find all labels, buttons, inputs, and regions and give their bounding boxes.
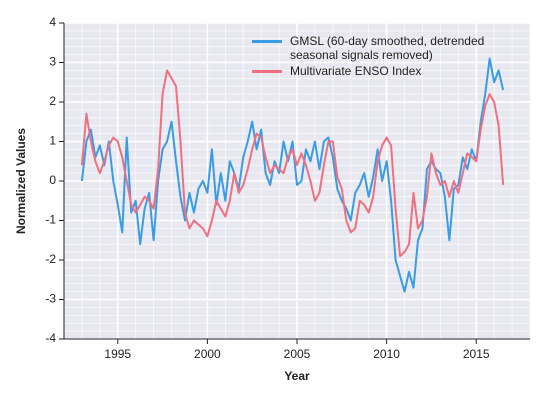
y-tick-label: 1 bbox=[49, 134, 56, 148]
x-tick-label: 1995 bbox=[104, 347, 131, 361]
legend-label: Multivariate ENSO Index bbox=[290, 64, 422, 78]
y-tick-label: -1 bbox=[45, 213, 56, 227]
x-tick-label: 2015 bbox=[463, 347, 490, 361]
x-tick-label: 2005 bbox=[284, 347, 311, 361]
y-tick-label: 4 bbox=[49, 15, 56, 29]
y-tick-label: 2 bbox=[49, 94, 56, 108]
y-tick-label: 3 bbox=[49, 55, 56, 69]
y-tick-label: -3 bbox=[45, 292, 56, 306]
legend-swatch bbox=[252, 40, 282, 43]
x-tick-label: 2000 bbox=[194, 347, 221, 361]
legend-label: GMSL (60-day smoothed, detrended seasona… bbox=[290, 34, 485, 62]
y-tick-label: 0 bbox=[49, 173, 56, 187]
legend-swatch bbox=[252, 70, 282, 73]
legend: GMSL (60-day smoothed, detrended seasona… bbox=[252, 34, 502, 80]
plot-area bbox=[63, 22, 531, 340]
legend-entry: GMSL (60-day smoothed, detrended seasona… bbox=[252, 34, 502, 62]
y-tick-label: -4 bbox=[45, 331, 56, 345]
x-axis-label: Year bbox=[284, 369, 310, 383]
series-line bbox=[80, 69, 505, 258]
legend-entry: Multivariate ENSO Index bbox=[252, 64, 502, 78]
y-tick-label: -2 bbox=[45, 252, 56, 266]
x-tick-label: 2010 bbox=[373, 347, 400, 361]
y-axis-label: Normalized Values bbox=[14, 128, 28, 234]
